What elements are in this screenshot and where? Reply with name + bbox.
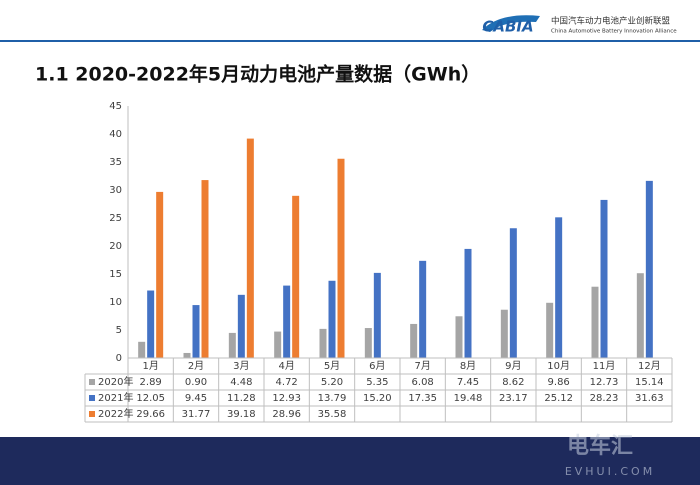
- bar: [147, 290, 155, 358]
- y-tick-label: 40: [109, 129, 122, 140]
- bar: [228, 332, 236, 358]
- y-tick-label: 10: [109, 297, 122, 308]
- table-value: 29.66: [136, 409, 165, 420]
- x-tick-label: 2月: [188, 360, 204, 372]
- bar: [183, 352, 191, 358]
- table-value: 2.89: [140, 377, 162, 388]
- bar: [283, 285, 291, 358]
- bar: [138, 341, 146, 358]
- org-name-cn: 中国汽车动力电池产业创新联盟: [551, 16, 671, 27]
- table-value: 8.62: [502, 377, 524, 388]
- bar: [419, 260, 427, 358]
- y-tick-label: 30: [109, 185, 122, 196]
- table-value: 31.63: [635, 393, 664, 404]
- x-tick-label: 3月: [233, 360, 249, 372]
- watermark-cn: 电车汇: [567, 433, 633, 459]
- table-value: 4.48: [230, 377, 252, 388]
- legend-label: 2021年: [98, 391, 133, 404]
- table-value: 23.17: [499, 393, 528, 404]
- bar: [328, 280, 336, 358]
- table-value: 39.18: [227, 409, 256, 420]
- bar: [464, 248, 472, 358]
- table-value: 12.05: [136, 393, 165, 404]
- bar: [500, 309, 508, 358]
- bar: [246, 138, 254, 358]
- bar: [455, 316, 463, 358]
- y-tick-label: 20: [109, 241, 122, 252]
- org-name-en: China Automotive Battery Innovation Alli…: [551, 29, 677, 35]
- y-tick-label: 25: [109, 213, 122, 224]
- table-value: 12.93: [272, 393, 301, 404]
- bar: [591, 286, 599, 358]
- table-value: 12.73: [590, 377, 619, 388]
- bar: [237, 294, 245, 358]
- watermark-en: EVHUI.COM: [565, 465, 655, 478]
- legend-label: 2020年: [98, 375, 133, 388]
- table-value: 35.58: [318, 409, 347, 420]
- bar: [337, 158, 345, 358]
- x-tick-label: 8月: [460, 360, 476, 372]
- bar: [555, 217, 563, 358]
- bar: [156, 191, 164, 358]
- x-tick-label: 6月: [369, 360, 385, 372]
- table-value: 7.45: [457, 377, 479, 388]
- bar: [274, 331, 282, 358]
- table-value: 15.14: [635, 377, 664, 388]
- table-value: 28.96: [272, 409, 301, 420]
- bar: [192, 305, 200, 358]
- bar: [600, 199, 608, 358]
- bar: [319, 328, 327, 358]
- legend-label: 2022年: [98, 407, 133, 420]
- table-value: 17.35: [408, 393, 437, 404]
- bar: [636, 273, 644, 358]
- table-value: 0.90: [185, 377, 207, 388]
- y-tick-label: 35: [109, 157, 122, 168]
- table-value: 19.48: [454, 393, 483, 404]
- bar: [410, 323, 418, 358]
- x-tick-label: 5月: [324, 360, 340, 372]
- table-value: 31.77: [182, 409, 211, 420]
- bar: [292, 195, 300, 358]
- logo-swoosh: [482, 15, 540, 32]
- table-value: 15.20: [363, 393, 392, 404]
- y-tick-label: 45: [109, 101, 122, 112]
- bar: [645, 180, 653, 358]
- bar: [373, 272, 381, 358]
- bar: [201, 180, 209, 358]
- x-tick-label: 7月: [414, 360, 430, 372]
- x-tick-label: 10月: [547, 360, 570, 372]
- table-value: 11.28: [227, 393, 256, 404]
- legend-swatch: [89, 395, 95, 401]
- x-tick-label: 9月: [505, 360, 521, 372]
- y-tick-label: 5: [116, 325, 122, 336]
- x-tick-label: 11月: [593, 360, 616, 372]
- bar: [509, 228, 517, 358]
- x-tick-label: 1月: [142, 360, 158, 372]
- table-value: 4.72: [276, 377, 298, 388]
- legend-swatch: [89, 379, 95, 385]
- logo-text: CABIA: [482, 18, 533, 36]
- table-value: 25.12: [544, 393, 573, 404]
- table-value: 9.45: [185, 393, 207, 404]
- table-value: 9.86: [548, 377, 570, 388]
- x-tick-label: 12月: [638, 360, 661, 372]
- bar: [364, 328, 372, 358]
- table-value: 28.23: [590, 393, 619, 404]
- chart-title: 1.1 2020-2022年5月动力电池产量数据（GWh）: [35, 63, 480, 86]
- y-tick-label: 0: [116, 353, 122, 364]
- footer-band: [0, 437, 700, 485]
- table-value: 6.08: [412, 377, 434, 388]
- logo: CABIA 中国汽车动力电池产业创新联盟 China Automotive Ba…: [482, 15, 677, 36]
- table-value: 5.20: [321, 377, 343, 388]
- y-tick-label: 15: [109, 269, 122, 280]
- table-value: 13.79: [318, 393, 347, 404]
- x-tick-label: 4月: [278, 360, 294, 372]
- table-value: 5.35: [366, 377, 388, 388]
- legend-swatch: [89, 411, 95, 417]
- bar: [546, 302, 554, 358]
